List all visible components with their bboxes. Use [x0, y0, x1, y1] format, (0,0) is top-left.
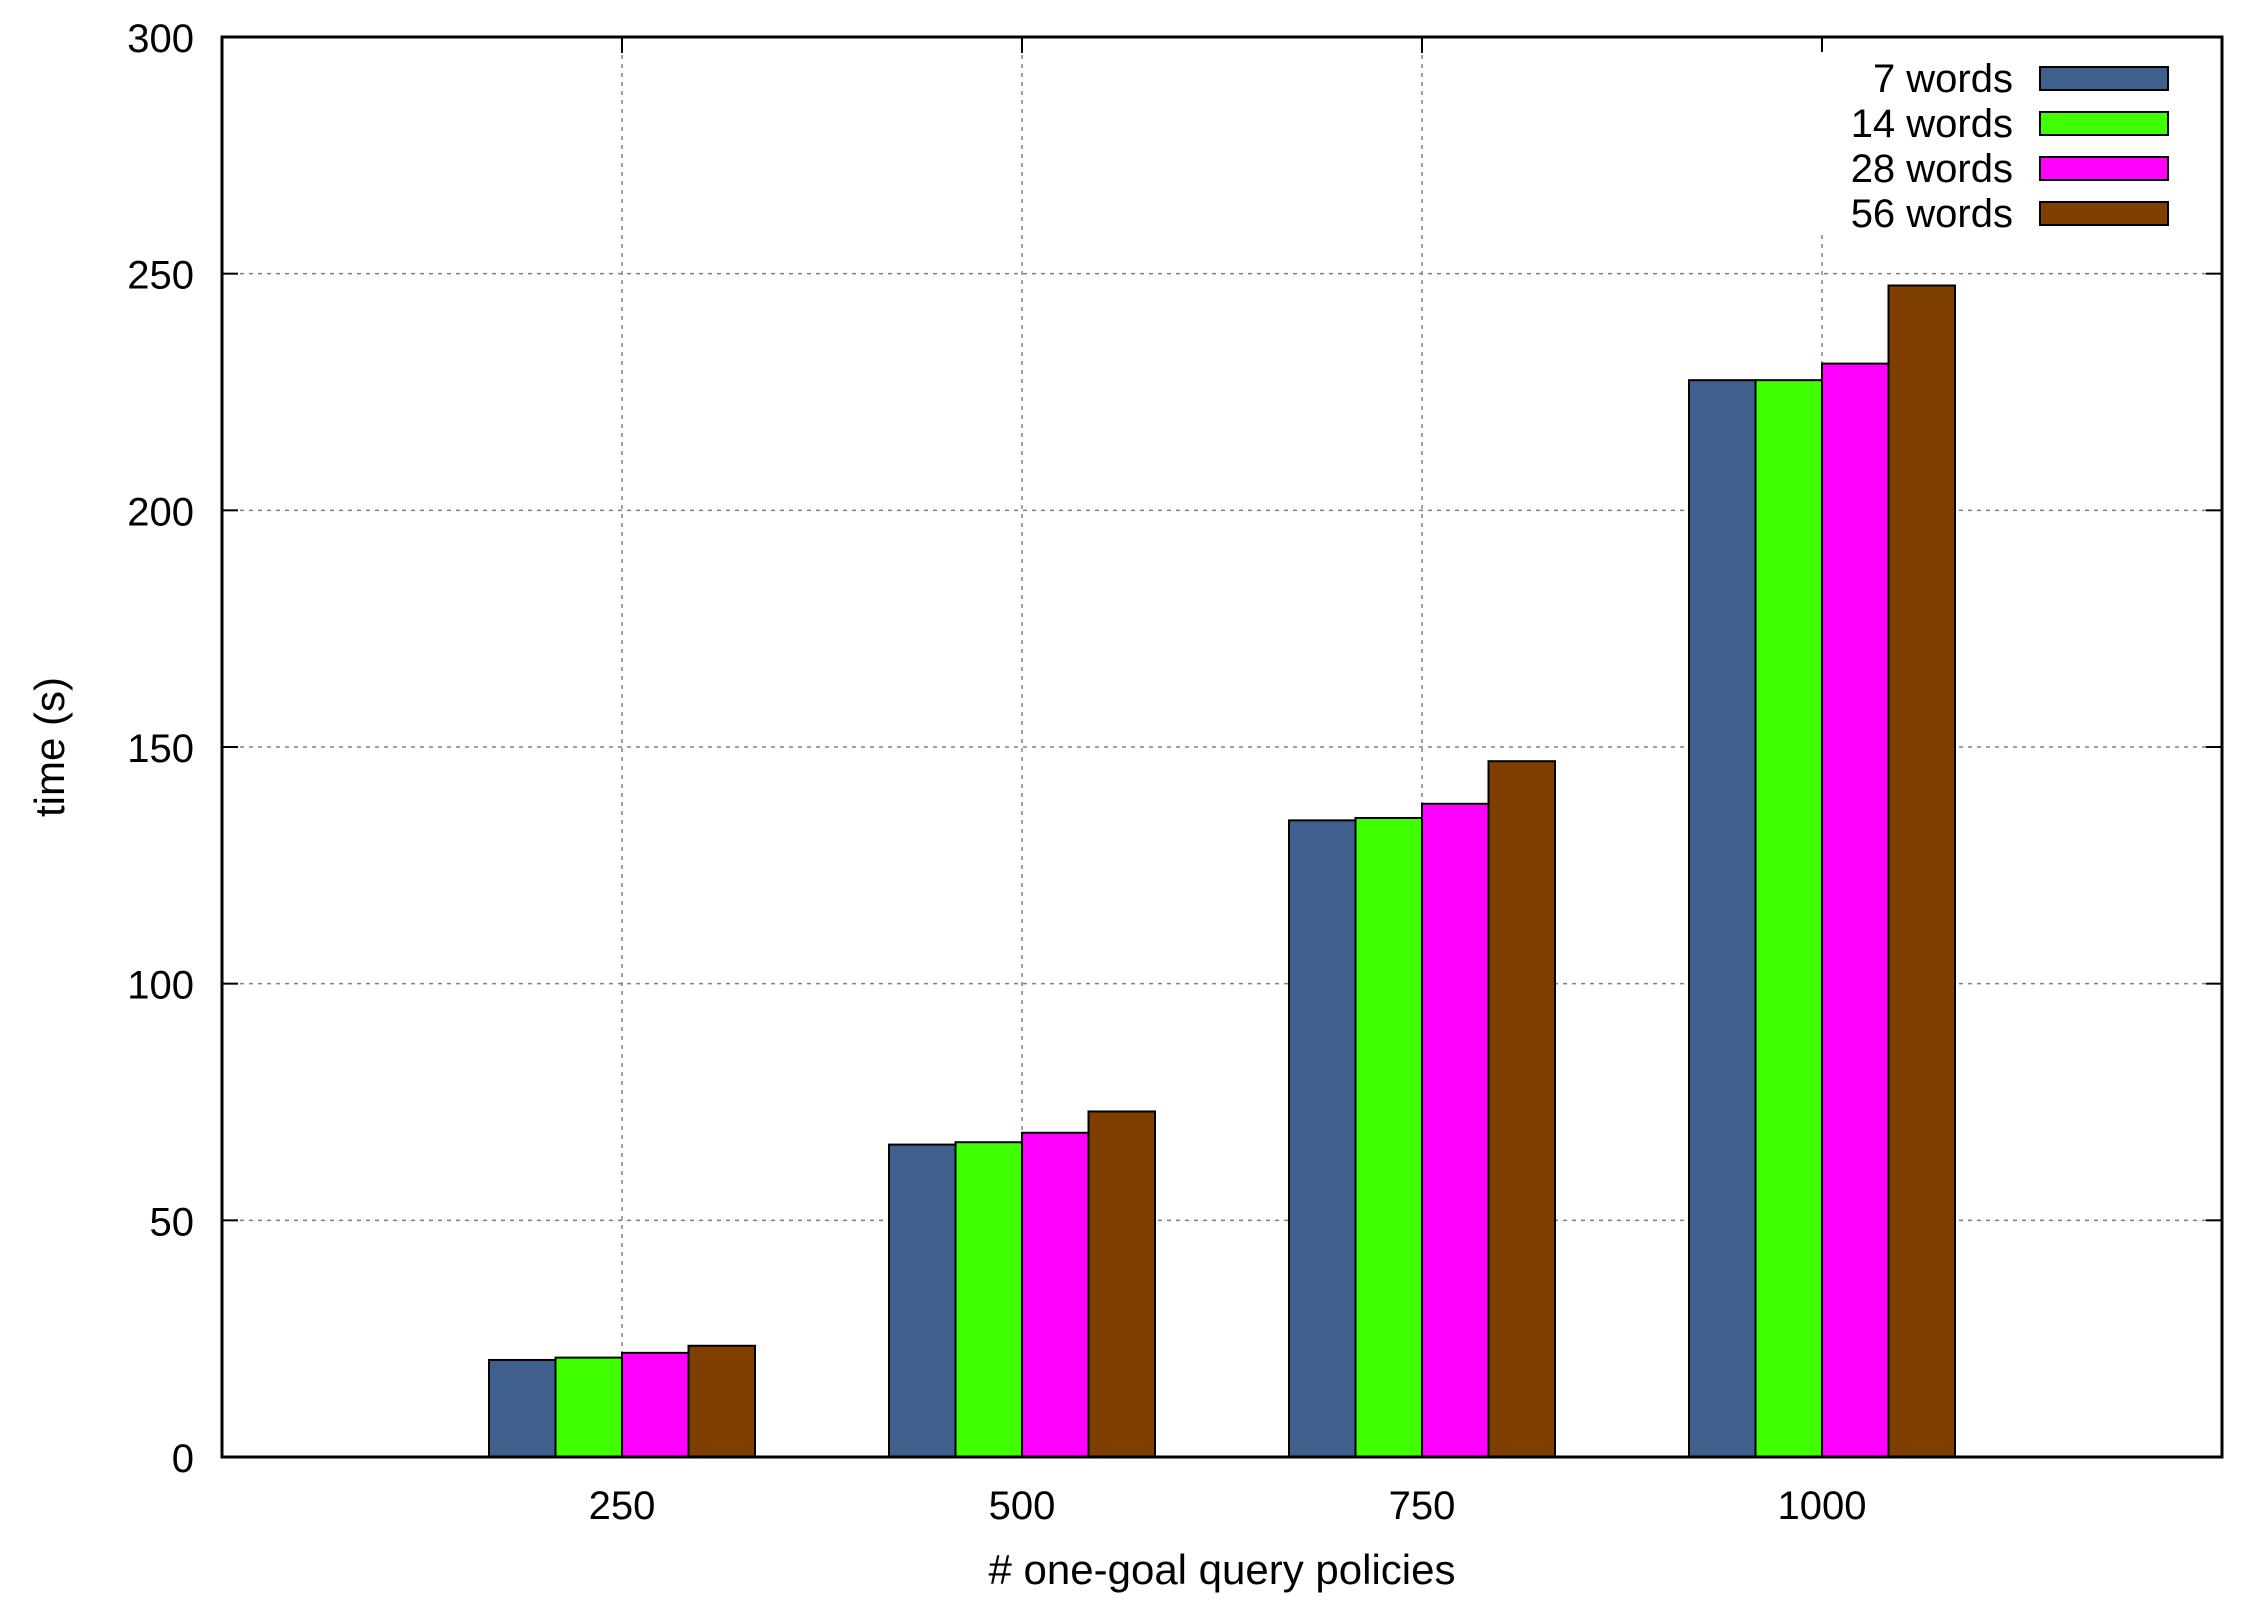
bar-7-words-250: [488, 1358, 557, 1459]
bars: [488, 284, 1956, 1459]
bar-56-words-750: [1487, 760, 1556, 1458]
x-tick-label: 1000: [1778, 1484, 1867, 1528]
y-tick-label: 250: [127, 254, 194, 298]
x-axis-label: # one-goal query policies: [989, 1546, 1456, 1593]
bar-14-words-500: [954, 1141, 1023, 1458]
y-axis-label: time (s): [26, 677, 73, 817]
y-tick-label: 150: [127, 727, 194, 771]
bar-7-words-750: [1288, 819, 1357, 1458]
y-axis: 0 50 100 150 200 250 300: [127, 17, 2222, 1481]
legend-label: 28 words: [1851, 147, 2013, 191]
legend-swatch: [2039, 111, 2169, 136]
x-tick-label: 750: [1389, 1484, 1456, 1528]
bar-28-words-500: [1021, 1131, 1090, 1459]
bar-28-words-250: [621, 1351, 690, 1459]
legend-label: 56 words: [1851, 192, 2013, 236]
y-tick-label: 50: [150, 1200, 195, 1244]
bar-14-words-250: [554, 1356, 623, 1458]
bar-56-words-500: [1087, 1110, 1156, 1458]
y-tick-label: 300: [127, 17, 194, 61]
bar-14-words-750: [1354, 817, 1423, 1458]
legend-swatch: [2039, 201, 2169, 226]
y-tick-label: 100: [127, 964, 194, 1008]
x-tick-label: 500: [989, 1484, 1056, 1528]
bar-28-words-750: [1421, 802, 1490, 1458]
bar-14-words-1000: [1754, 379, 1823, 1459]
legend-label: 7 words: [1873, 57, 2013, 101]
x-axis: 250 500 750 1000: [589, 37, 1867, 1528]
y-tick-label: 200: [127, 490, 194, 534]
x-tick-label: 250: [589, 1484, 656, 1528]
legend-label: 14 words: [1851, 102, 2013, 146]
legend-swatch: [2039, 66, 2169, 91]
gridlines: [222, 37, 2222, 1457]
bar-7-words-1000: [1688, 379, 1757, 1459]
legend-swatch: [2039, 156, 2169, 181]
y-tick-label: 0: [172, 1437, 194, 1481]
bar-28-words-1000: [1821, 362, 1890, 1459]
bar-7-words-500: [888, 1143, 957, 1458]
bar-56-words-250: [687, 1344, 756, 1459]
bar-56-words-1000: [1887, 284, 1956, 1458]
